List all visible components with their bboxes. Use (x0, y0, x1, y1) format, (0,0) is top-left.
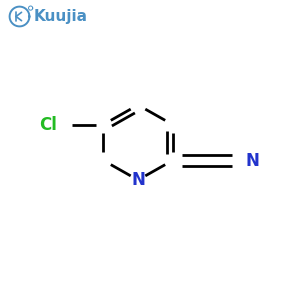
Text: N: N (131, 171, 145, 189)
Text: N: N (246, 152, 260, 169)
Text: Kuujia: Kuujia (34, 9, 88, 24)
Text: Cl: Cl (39, 116, 57, 134)
